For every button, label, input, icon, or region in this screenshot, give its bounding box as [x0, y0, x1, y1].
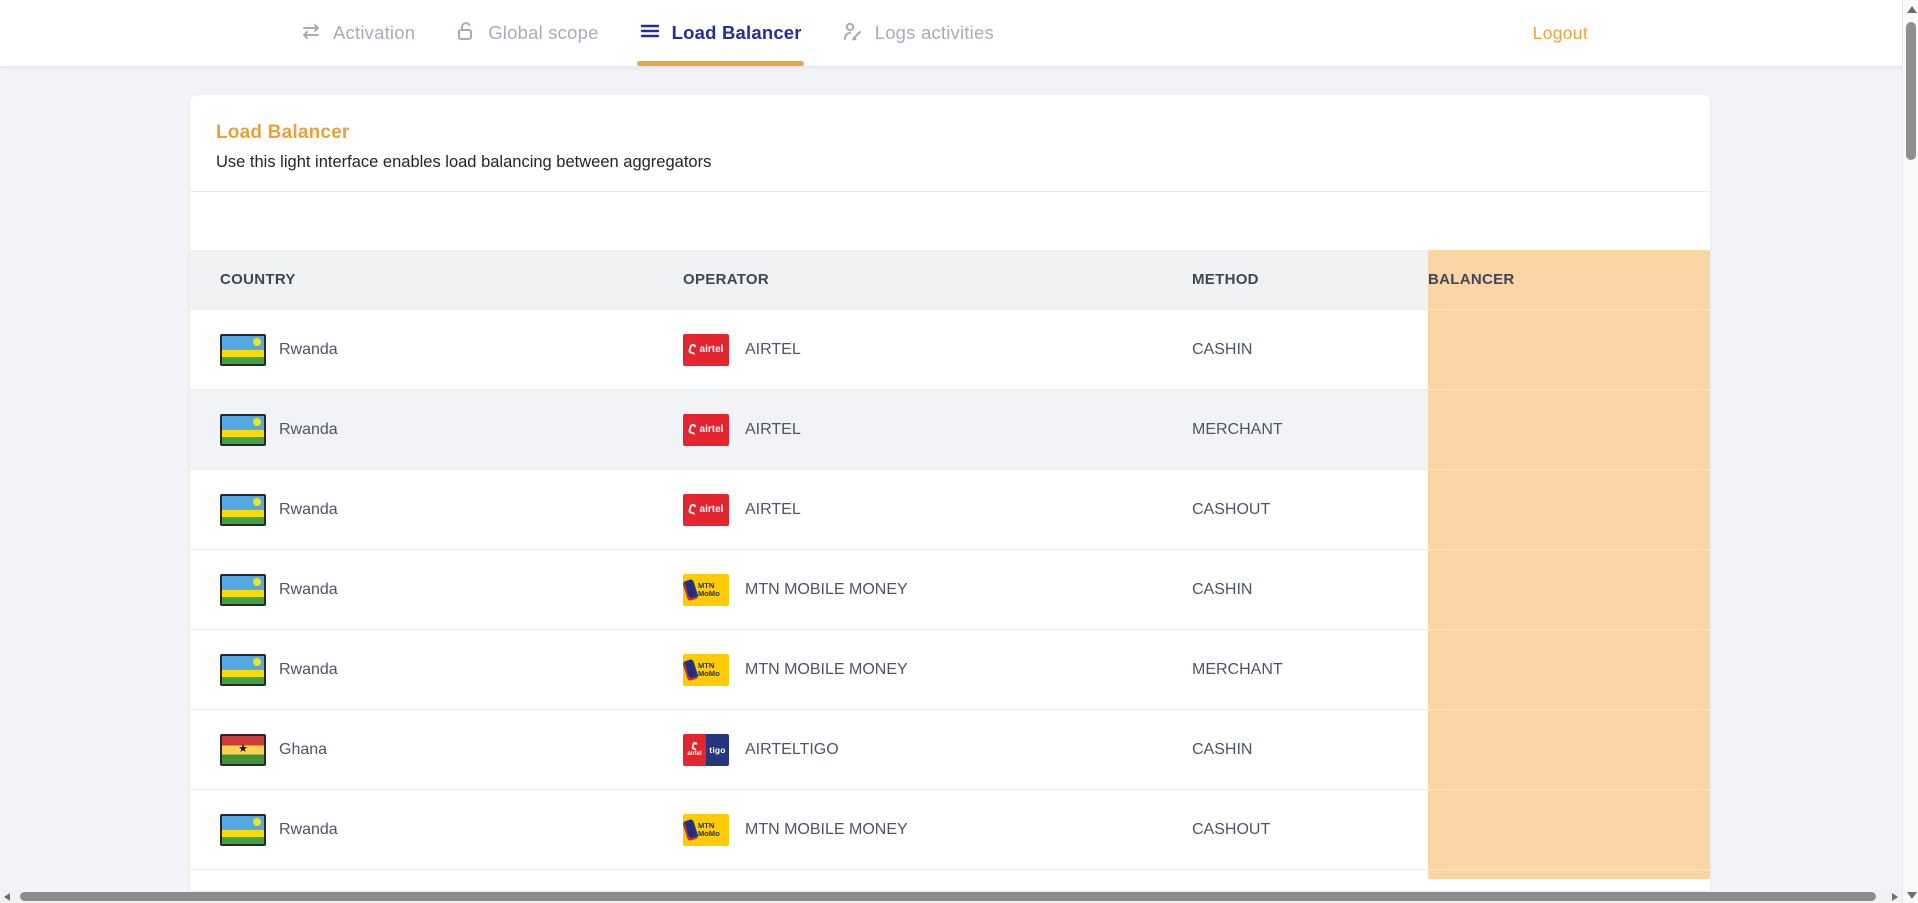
operator-logo: MTN MoMo	[683, 573, 729, 606]
country-flag	[220, 813, 266, 846]
tab-label: Activation	[333, 22, 416, 43]
table-body: Rwanda airtel AIRTEL CASHIN Rwanda airte…	[190, 309, 1710, 869]
tab-label: Load Balancer	[671, 22, 802, 43]
balancer-cell	[1428, 550, 1710, 629]
country-label: Rwanda	[279, 420, 338, 438]
method-label: CASHOUT	[1192, 500, 1271, 518]
column-header-balancer: BALANCER	[1428, 250, 1710, 309]
balancer-cell	[1428, 790, 1710, 869]
method-label: CASHIN	[1192, 340, 1253, 358]
operator-label: MTN MOBILE MONEY	[745, 580, 908, 598]
horizontal-scrollbar-thumb[interactable]	[20, 892, 1876, 901]
table-row: Rwanda airtel AIRTEL CASHOUT	[190, 469, 1710, 549]
country-label: Rwanda	[279, 340, 338, 358]
vertical-scrollbar-thumb[interactable]	[1906, 22, 1916, 160]
country-flag	[220, 733, 266, 766]
table-row: Rwanda airtel AIRTEL MERCHANT	[190, 389, 1710, 469]
balancer-cell	[1428, 390, 1710, 469]
country-flag	[220, 653, 266, 686]
load-balancer-card: Load Balancer Use this light interface e…	[190, 95, 1710, 903]
operator-logo: MTN MoMo	[683, 653, 729, 686]
method-label: CASHIN	[1192, 580, 1253, 598]
column-header-operator: OPERATOR	[683, 271, 770, 288]
scroll-up-arrow[interactable]	[1907, 6, 1917, 13]
country-label: Rwanda	[279, 500, 338, 518]
country-label: Rwanda	[279, 660, 338, 678]
operator-label: AIRTEL	[745, 420, 801, 438]
operator-label: AIRTEL	[745, 340, 801, 358]
operator-label: AIRTEL	[745, 500, 801, 518]
tab-label: Logs activities	[874, 22, 994, 43]
method-label: CASHOUT	[1192, 820, 1271, 838]
method-label: CASHIN	[1192, 740, 1253, 758]
balancer-cell	[1428, 310, 1710, 389]
balancer-table: COUNTRY OPERATOR METHOD BALANCER Rwanda …	[190, 250, 1710, 879]
operator-logo: airtel	[683, 333, 729, 366]
scroll-left-arrow[interactable]	[4, 893, 10, 901]
vertical-scrollbar[interactable]	[1902, 0, 1918, 903]
operator-label: AIRTELTIGO	[745, 740, 839, 758]
balancer-cell	[1428, 630, 1710, 709]
method-label: MERCHANT	[1192, 660, 1283, 678]
nav-tabs: Activation Global scope Load Balancer	[300, 0, 994, 66]
country-flag	[220, 573, 266, 606]
table-row-partial	[190, 869, 1710, 879]
country-flag	[220, 493, 266, 526]
page-title: Load Balancer	[216, 122, 350, 143]
logout-button[interactable]: Logout	[1532, 22, 1588, 43]
operator-label: MTN MOBILE MONEY	[745, 820, 908, 838]
horizontal-scrollbar[interactable]	[0, 890, 1902, 903]
table-row: Rwanda MTN MoMo MTN MOBILE MONEY MERCHANT	[190, 629, 1710, 709]
country-label: Rwanda	[279, 820, 338, 838]
table-row: Rwanda MTN MoMo MTN MOBILE MONEY CASHIN	[190, 549, 1710, 629]
country-flag	[220, 413, 266, 446]
operator-logo: airtel tigo	[683, 733, 729, 766]
operator-label: MTN MOBILE MONEY	[745, 660, 908, 678]
column-header-method: METHOD	[1192, 271, 1259, 288]
scroll-right-arrow[interactable]	[1892, 893, 1898, 901]
column-header-country: COUNTRY	[220, 271, 296, 288]
table-row: Rwanda airtel AIRTEL CASHIN	[190, 309, 1710, 389]
user-edit-icon	[842, 20, 864, 47]
card-header: Load Balancer Use this light interface e…	[190, 95, 1710, 192]
top-navbar: Activation Global scope Load Balancer	[0, 0, 1918, 66]
tab-activation[interactable]: Activation	[300, 0, 415, 66]
page-subtitle: Use this light interface enables load ba…	[216, 153, 712, 171]
tab-label: Global scope	[488, 22, 599, 43]
tab-load-balancer[interactable]: Load Balancer	[636, 0, 804, 66]
operator-logo: MTN MoMo	[683, 813, 729, 846]
operator-logo: airtel	[683, 413, 729, 446]
balancer-cell	[1428, 710, 1710, 789]
country-label: Rwanda	[279, 580, 338, 598]
scroll-down-arrow[interactable]	[1907, 892, 1917, 899]
method-label: MERCHANT	[1192, 420, 1283, 438]
operator-logo: airtel	[683, 493, 729, 526]
tab-global-scope[interactable]: Global scope	[455, 0, 598, 66]
table-row: Rwanda MTN MoMo MTN MOBILE MONEY CASHOUT	[190, 789, 1710, 869]
unlock-icon	[455, 20, 477, 47]
tab-logs-activities[interactable]: Logs activities	[842, 0, 994, 66]
table-header-row: COUNTRY OPERATOR METHOD BALANCER	[190, 250, 1710, 309]
swap-arrows-icon	[300, 20, 322, 47]
balancer-cell	[1428, 470, 1710, 549]
list-lines-icon	[639, 20, 661, 47]
country-flag	[220, 333, 266, 366]
country-label: Ghana	[279, 740, 328, 758]
